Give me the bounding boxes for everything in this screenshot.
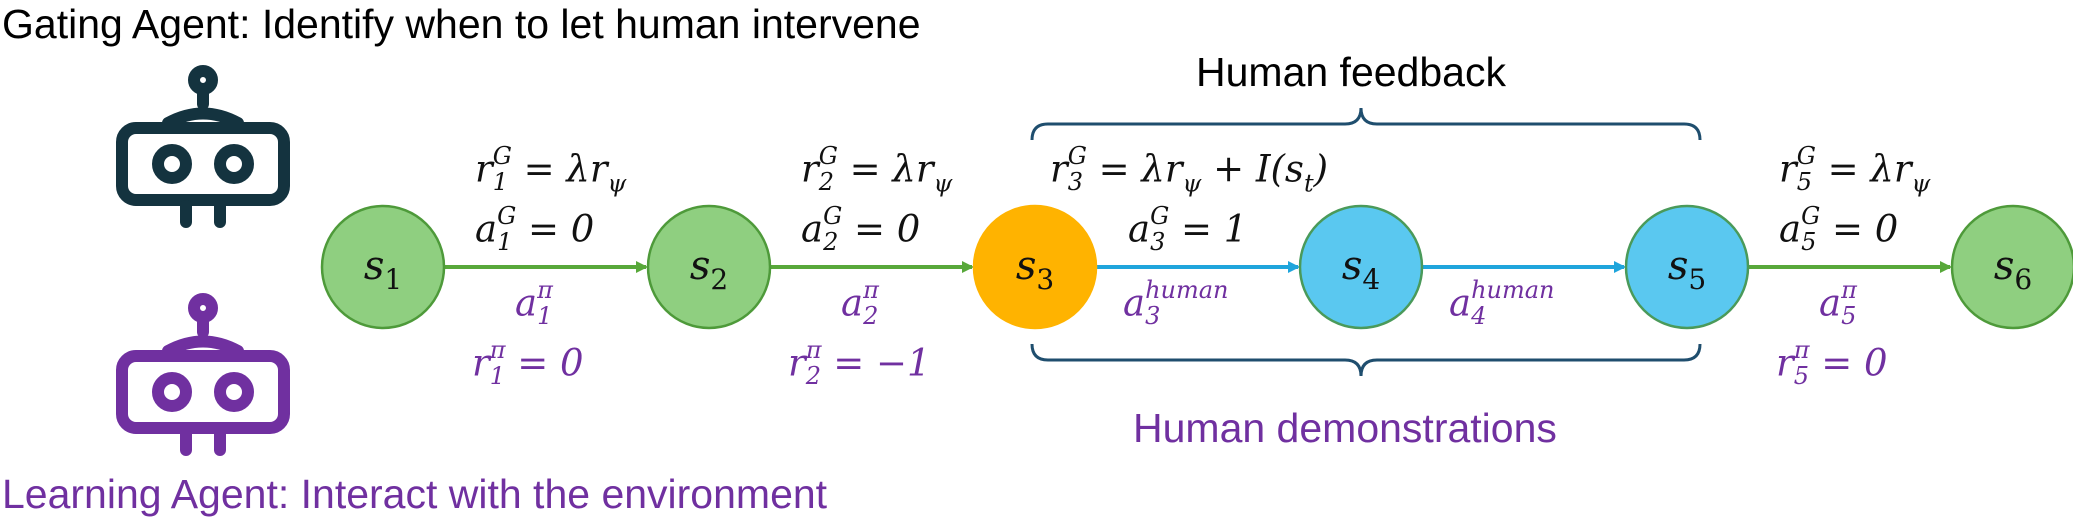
state-node-2: s2 — [646, 204, 772, 330]
gating-robot-icon — [116, 65, 290, 228]
state-label-2: s2 — [690, 243, 728, 296]
gating-agent-caption: Gating Agent: Identify when to let human… — [2, 1, 921, 47]
human-demonstrations-label: Human demonstrations — [1133, 405, 1557, 451]
state-label-3: s3 — [1016, 243, 1054, 296]
learning-agent-caption: Learning Agent: Interact with the enviro… — [2, 471, 828, 517]
human-feedback-label: Human feedback — [1196, 49, 1506, 95]
state-node-1: s1 — [320, 204, 446, 330]
state-node-3: s3 — [972, 204, 1098, 330]
learning-robot-icon — [116, 293, 290, 456]
policy-action-label-4: a human 4 — [1449, 276, 1555, 330]
state-node-6: s6 — [1950, 204, 2073, 330]
human-demonstrations-brace — [1030, 343, 1702, 377]
human-feedback-brace — [1030, 107, 1702, 141]
state-node-4: s4 — [1298, 204, 1424, 330]
state-label-1: s1 — [364, 243, 402, 296]
state-label-5: s5 — [1668, 243, 1706, 296]
state-label-4: s4 — [1342, 243, 1380, 296]
policy-action-label-3: a human 3 — [1123, 276, 1229, 330]
state-label-6: s6 — [1994, 243, 2032, 296]
state-node-5: s5 — [1624, 204, 1750, 330]
